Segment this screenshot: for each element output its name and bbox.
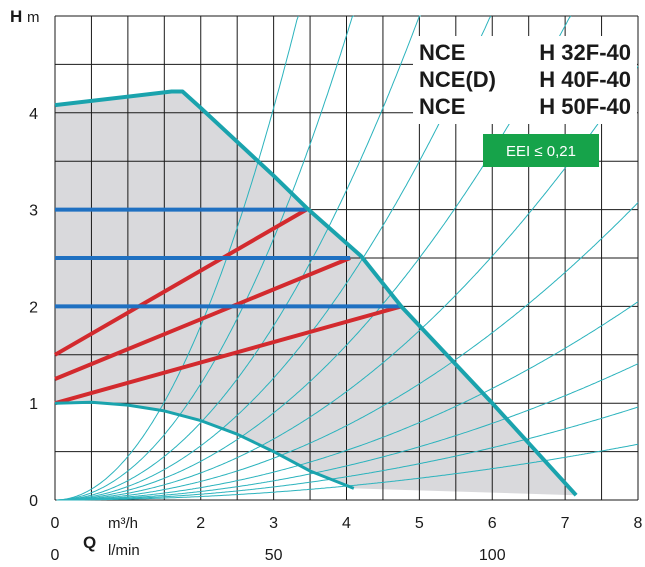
- system-curve: [56, 202, 639, 501]
- model-name-1: NCE: [419, 40, 465, 65]
- x-axis-label: Q: [83, 533, 96, 552]
- system-curve: [56, 15, 492, 501]
- model-code-1: H 32F-40: [539, 40, 631, 65]
- y-tick-labels: 0 1 2 3 4: [29, 106, 38, 510]
- operating-area: [55, 91, 577, 496]
- x-secondary-tick-labels: 0 50 100: [51, 547, 506, 564]
- proportional-pressure-curve: [54, 304, 402, 406]
- x-tick-label: 6: [488, 515, 497, 532]
- y-tick-label: 2: [29, 299, 38, 316]
- system-curve: [56, 406, 639, 501]
- x-tick-label: 3: [269, 515, 278, 532]
- proportional-pressure-curves: [53, 207, 402, 406]
- system-curve: [56, 15, 354, 501]
- proportional-pressure-curve: [54, 256, 351, 381]
- x-tick-label: 2: [196, 515, 205, 532]
- constant-pressure-curves: [55, 207, 402, 309]
- y-axis-unit: m: [27, 9, 40, 26]
- x-secondary-tick-label: 0: [51, 547, 60, 564]
- x-tick-labels: 0 2 3 4 5 6 7 8: [51, 515, 643, 532]
- y-axis-label: H: [10, 7, 22, 26]
- max-speed-curve: [54, 89, 578, 497]
- x-secondary-unit: l/min: [108, 542, 140, 559]
- y-tick-label: 3: [29, 203, 38, 220]
- system-curve: [56, 301, 639, 501]
- model-name-2: NCE(D): [419, 67, 496, 92]
- system-curve: [56, 363, 639, 501]
- operating-area-fill: [55, 91, 577, 496]
- model-box: [413, 36, 637, 124]
- x-tick-label: 8: [634, 515, 643, 532]
- envelope-curves: [54, 89, 578, 497]
- system-curve: [56, 66, 639, 501]
- model-code-3: H 50F-40: [539, 94, 631, 119]
- model-code-2: H 40F-40: [539, 67, 631, 92]
- system-curve: [56, 15, 421, 501]
- x-secondary-tick-label: 100: [479, 547, 506, 564]
- min-speed-curve: [54, 400, 355, 490]
- eei-badge-label: EEI ≤ 0,21: [506, 143, 576, 160]
- model-name-3: NCE: [419, 94, 465, 119]
- x-tick-label: 0: [51, 515, 60, 532]
- x-axis-unit: m³/h: [108, 515, 138, 532]
- y-tick-label: 1: [29, 396, 38, 413]
- y-tick-label: 0: [29, 493, 38, 510]
- eei-badge: [483, 134, 599, 167]
- y-tick-label: 4: [29, 106, 38, 123]
- x-tick-label: 5: [415, 515, 424, 532]
- proportional-pressure-curve: [53, 207, 308, 357]
- x-tick-label: 7: [561, 515, 570, 532]
- x-secondary-tick-label: 50: [265, 547, 283, 564]
- x-tick-label: 4: [342, 515, 351, 532]
